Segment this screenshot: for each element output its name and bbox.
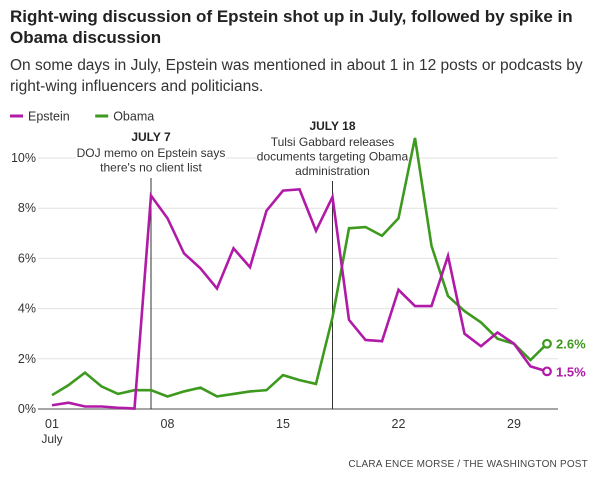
legend-label-obama: Obama	[113, 110, 154, 124]
annotation-heading: JULY 7	[131, 130, 171, 144]
end-point-obama	[542, 338, 552, 349]
annotation-text: administration	[295, 164, 370, 178]
y-tick-label: 0%	[18, 402, 36, 416]
x-tick-label: 15	[276, 417, 290, 431]
y-tick-label: 2%	[18, 352, 36, 366]
chart-title: Right-wing discussion of Epstein shot up…	[10, 7, 573, 47]
annotation-backing	[257, 134, 408, 181]
series-line-epstein	[51, 188, 548, 410]
chart-subtitle: On some days in July, Epstein was mentio…	[10, 57, 583, 95]
annotation-heading: JULY 18	[309, 119, 355, 133]
x-tick-label: 22	[392, 417, 406, 431]
series-line-obama	[51, 137, 548, 398]
end-label-obama: 2.6%	[556, 337, 586, 352]
annotation-text: Tulsi Gabbard releases	[271, 135, 395, 149]
x-tick-label: 01	[45, 417, 59, 431]
y-tick-label: 8%	[18, 201, 36, 215]
x-tick-label: 08	[161, 417, 175, 431]
annotation-text: there's no client list	[100, 161, 202, 175]
credit: CLARA ENCE MORSE / THE WASHINGTON POST	[348, 459, 588, 470]
annotation-text: DOJ memo on Epstein says	[77, 146, 226, 160]
end-label-epstein: 1.5%	[556, 364, 586, 379]
y-tick-label: 6%	[18, 251, 36, 265]
y-tick-label: 4%	[18, 302, 36, 316]
legend-label-epstein: Epstein	[28, 110, 70, 124]
x-tick-sublabel: July	[41, 432, 62, 446]
end-point-epstein	[542, 366, 552, 377]
annotation-text: documents targeting Obama	[257, 150, 409, 164]
y-tick-label: 10%	[11, 151, 36, 165]
x-tick-label: 29	[507, 417, 521, 431]
annotation-backing	[76, 145, 226, 177]
